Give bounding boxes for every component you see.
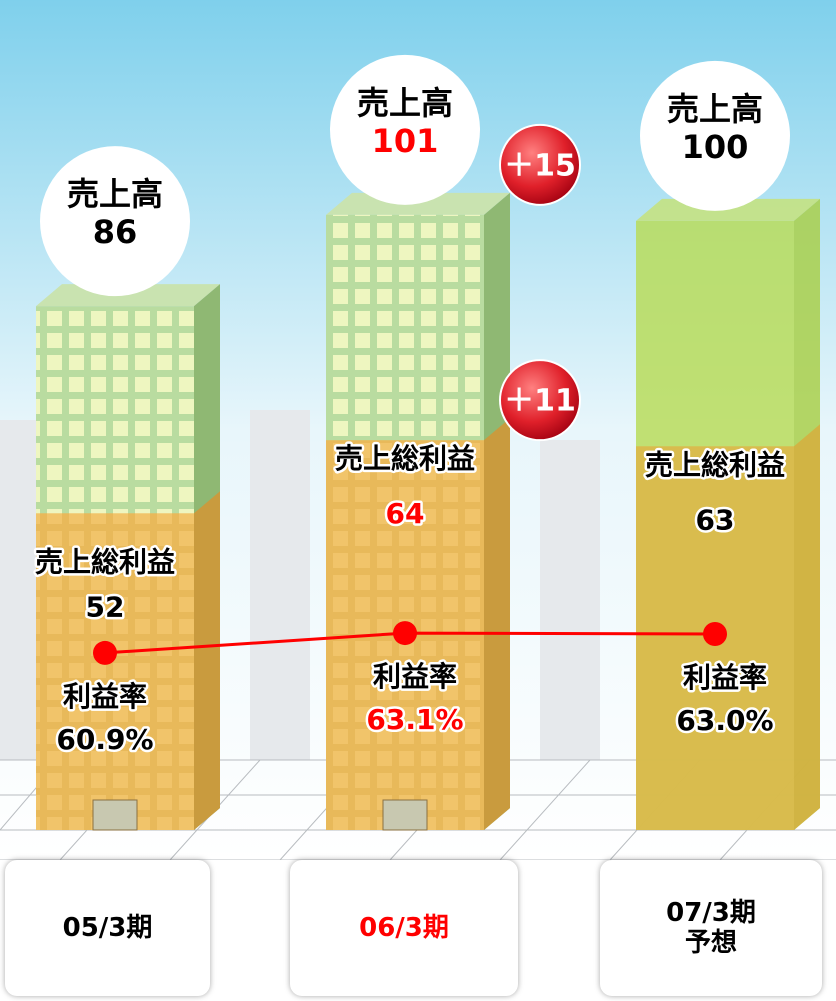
sales-bubble (640, 60, 790, 211)
building-top (636, 198, 820, 221)
rate-point (93, 640, 117, 665)
building-side (194, 491, 220, 830)
sales-value: 86 (93, 213, 138, 251)
difference-badge (499, 359, 581, 442)
city-silhouette (0, 410, 600, 760)
sales-value: 100 (682, 128, 749, 166)
building-top (36, 284, 220, 307)
sales-bubble (330, 54, 480, 205)
category-label: 06/3期 (290, 860, 518, 996)
building-top (326, 192, 510, 215)
gross-profit-label: 売上総利益 (645, 448, 785, 481)
rate-label: 利益率 (683, 661, 767, 694)
sales-label: 売上高 (357, 84, 453, 122)
category-label: 05/3期 (5, 860, 210, 996)
category-label: 07/3期 予想 (600, 860, 822, 996)
rate-point (393, 621, 417, 646)
building-side (794, 424, 820, 830)
bar (36, 513, 194, 830)
gross-profit-value: 52 (86, 590, 125, 623)
rate-point (703, 622, 727, 646)
door (92, 799, 138, 831)
sales-label: 売上高 (667, 90, 763, 128)
gross-profit-label: 売上総利益 (35, 545, 175, 578)
sales-value: 101 (372, 122, 439, 160)
sales-label: 売上高 (67, 175, 163, 213)
chart: 売上高86売上総利益52売上高101売上総利益64売上高100売上総利益63利益… (0, 0, 836, 860)
building-side (484, 418, 510, 830)
gross-profit-label: 売上総利益 (335, 442, 475, 475)
rate-label: 利益率 (63, 680, 147, 713)
difference-label: ＋15 (504, 148, 576, 183)
difference-label: ＋11 (504, 384, 576, 419)
rate-value: 63.0% (676, 704, 773, 737)
rate-value: 63.1% (366, 703, 463, 736)
rate-value: 60.9% (56, 723, 153, 756)
gross-profit-value: 63 (696, 503, 735, 536)
door (382, 799, 428, 831)
rate-label: 利益率 (373, 660, 457, 693)
gross-profit-value: 64 (386, 497, 425, 530)
difference-badge (499, 123, 581, 206)
sales-bubble (40, 146, 190, 297)
